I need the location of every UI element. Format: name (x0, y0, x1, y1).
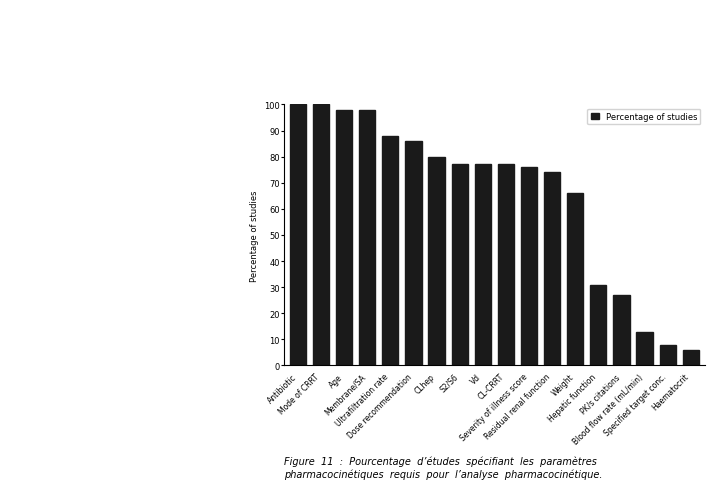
Bar (567, 194, 583, 366)
Bar (290, 105, 306, 366)
Bar (406, 142, 421, 366)
Bar (682, 350, 699, 366)
Bar (636, 332, 653, 366)
Bar (613, 296, 630, 366)
Bar (498, 165, 514, 366)
Bar (544, 173, 560, 366)
Bar (383, 136, 398, 366)
Bar (475, 165, 491, 366)
Bar (452, 165, 468, 366)
Text: Figure  11  :  Pourcentage  d’études  spécifiant  les  paramètres
pharmacocinéti: Figure 11 : Pourcentage d’études spécifi… (284, 456, 603, 478)
Bar (336, 110, 352, 366)
Bar (429, 157, 444, 366)
Bar (590, 285, 606, 366)
Y-axis label: Percentage of studies: Percentage of studies (249, 190, 259, 281)
Bar (313, 105, 329, 366)
Bar (359, 110, 375, 366)
Legend: Percentage of studies: Percentage of studies (587, 109, 700, 125)
Bar (521, 168, 537, 366)
Bar (659, 345, 676, 366)
